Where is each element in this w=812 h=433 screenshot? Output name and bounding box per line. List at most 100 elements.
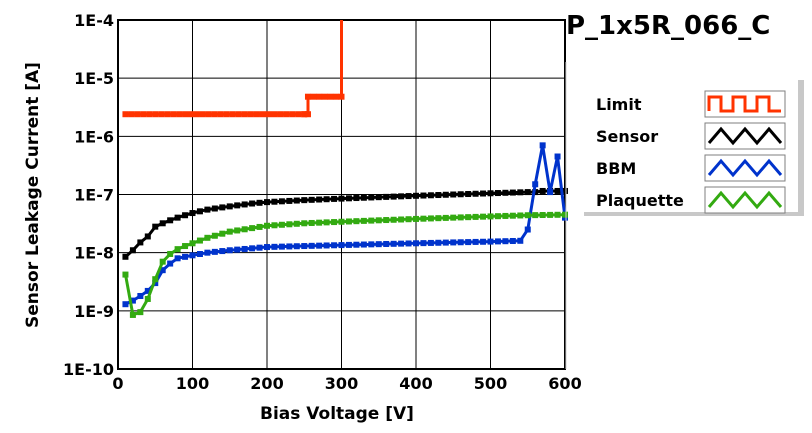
bbm-data-point	[480, 238, 487, 245]
limit-data-point	[188, 111, 195, 118]
bbm-data-point	[331, 242, 338, 249]
bbm-data-point	[427, 239, 434, 246]
bbm-data-point	[509, 237, 516, 244]
limit-data-point	[235, 111, 242, 118]
bbm-data-point	[323, 242, 330, 249]
limit-data-point	[134, 111, 141, 118]
plaquette-data-point	[316, 219, 323, 226]
limit-data-point	[193, 111, 200, 118]
y-tick-label: 1E-8	[74, 244, 114, 263]
plaquette-data-point	[368, 217, 375, 224]
bbm-data-point	[129, 297, 136, 304]
bbm-data-point	[420, 240, 427, 247]
bbm-data-point	[211, 248, 218, 255]
plaquette-data-point	[375, 217, 382, 224]
plaquette-data-point	[301, 220, 308, 227]
bbm-data-point	[554, 153, 561, 160]
sensor-data-point	[502, 189, 509, 196]
bbm-data-point	[442, 239, 449, 246]
limit-data-point	[259, 111, 266, 118]
limit-data-point	[327, 93, 334, 100]
sensor-data-point	[331, 195, 338, 202]
plaquette-data-point	[293, 220, 300, 227]
limit-data-point	[316, 93, 323, 100]
x-tick-label: 100	[176, 374, 209, 393]
plaquette-data-point	[562, 211, 568, 218]
plaquette-data-point	[517, 212, 524, 219]
plaquette-data-point	[472, 213, 479, 220]
sensor-data-point	[435, 192, 442, 199]
limit-data-point	[122, 111, 129, 118]
plaquette-data-point	[345, 218, 352, 225]
sensor-data-point	[174, 214, 181, 221]
sensor-data-point	[301, 197, 308, 204]
sensor-data-point	[554, 187, 561, 194]
bbm-data-point	[189, 252, 196, 259]
sensor-data-point	[122, 253, 129, 260]
legend-label-sensor: Sensor	[596, 127, 658, 146]
plaquette-data-point	[554, 211, 561, 218]
sensor-data-point	[405, 193, 412, 200]
y-tick-label: 1E-10	[63, 360, 114, 379]
sensor-data-point	[480, 190, 487, 197]
legend-line-plaquette	[707, 190, 783, 210]
plaquette-data-point	[159, 258, 166, 265]
bbm-data-point	[435, 239, 442, 246]
bbm-data-point	[226, 247, 233, 254]
bbm-data-point	[286, 243, 293, 250]
plaquette-data-point	[480, 213, 487, 220]
sensor-data-point	[219, 204, 226, 211]
sensor-data-point	[517, 189, 524, 196]
limit-data-point	[271, 111, 278, 118]
sensor-data-point	[345, 195, 352, 202]
plaquette-data-point	[353, 218, 360, 225]
chart-title: P_1x5R_066_C	[566, 11, 770, 41]
plaquette-data-point	[249, 225, 256, 232]
bbm-data-point	[196, 250, 203, 257]
bbm-data-point	[375, 241, 382, 248]
plaquette-data-point	[442, 214, 449, 221]
plaquette-data-point	[144, 295, 151, 302]
plaquette-data-point	[465, 214, 472, 221]
limit-data-point	[277, 111, 284, 118]
bbm-data-point	[457, 239, 464, 246]
limit-data-point	[310, 93, 317, 100]
sensor-data-point	[465, 191, 472, 198]
legend-line-sensor	[707, 126, 783, 146]
limit-data-point	[164, 111, 171, 118]
sensor-data-point	[226, 203, 233, 210]
sensor-data-point	[427, 192, 434, 199]
sensor-data-point	[539, 187, 546, 194]
plaquette-data-point	[211, 232, 218, 239]
bbm-data-point	[301, 243, 308, 250]
sensor-data-point	[360, 194, 367, 201]
x-tick-label: 400	[399, 374, 432, 393]
limit-data-point	[247, 111, 254, 118]
plaquette-data-point	[204, 234, 211, 241]
plaquette-data-point	[196, 237, 203, 244]
bbm-data-point	[256, 244, 263, 251]
plaquette-data-point	[286, 221, 293, 228]
plaquette-data-point	[323, 219, 330, 226]
plaquette-data-point	[547, 211, 554, 218]
legend-line-limit	[707, 95, 781, 113]
y-tick-label: 1E-9	[74, 302, 114, 321]
limit-data-point	[152, 111, 159, 118]
bbm-data-point	[502, 238, 509, 245]
sensor-data-point	[442, 191, 449, 198]
sensor-data-point	[398, 193, 405, 200]
sensor-data-point	[293, 197, 300, 204]
plaquette-data-point	[122, 271, 129, 278]
legend-label-limit: Limit	[596, 95, 642, 114]
plaquette-data-point	[264, 222, 270, 229]
bbm-data-point	[249, 245, 256, 252]
plaquette-data-point	[182, 243, 189, 250]
bbm-data-point	[494, 238, 501, 245]
limit-data-point	[223, 111, 230, 118]
plaquette-data-point	[338, 218, 345, 225]
bbm-data-point	[353, 241, 360, 248]
limit-data-point	[253, 111, 260, 118]
plaquette-data-point	[390, 216, 397, 223]
sensor-data-point	[323, 196, 330, 203]
sensor-data-point	[264, 199, 270, 206]
